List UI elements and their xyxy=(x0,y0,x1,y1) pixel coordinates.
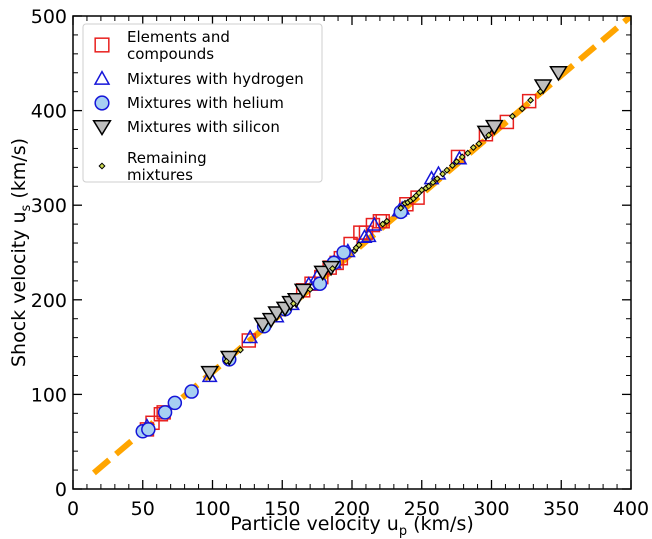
mixtures-with-helium-point xyxy=(184,384,199,399)
remaining-mixtures-point xyxy=(453,158,461,166)
y-tick-label: 100 xyxy=(31,384,67,406)
mixtures-with-hydrogen-point xyxy=(366,216,383,231)
remaining-mixtures-point xyxy=(469,143,477,152)
remaining-mixtures-point xyxy=(425,182,433,190)
mixtures-with-helium-point xyxy=(312,276,328,291)
legend-label-remaining-mixtures: mixtures xyxy=(127,166,193,184)
mixtures-with-helium-point xyxy=(157,405,173,420)
x-tick-label: 50 xyxy=(131,498,155,520)
mixtures-with-hydrogen-point xyxy=(242,329,259,344)
y-axis-label: Shock velocity us (km/s) xyxy=(8,138,34,367)
x-tick-label: 150 xyxy=(264,498,300,520)
legend-label-remaining-mixtures: Remaining xyxy=(127,149,207,167)
legend-marker-mixtures-with-helium xyxy=(94,95,110,111)
x-tick-label: 250 xyxy=(404,498,440,520)
x-tick-label: 300 xyxy=(473,498,509,520)
x-tick-label: 200 xyxy=(334,498,370,520)
y-tick-label: 500 xyxy=(31,6,67,28)
legend-label-elements-and-compounds: Elements and xyxy=(127,28,230,46)
legend-label-mixtures-with-hydrogen: Mixtures with hydrogen xyxy=(127,70,304,88)
mixtures-with-silicon-point xyxy=(253,317,273,334)
x-tick-label: 0 xyxy=(67,498,79,520)
remaining-mixtures-point xyxy=(355,241,363,249)
remaining-mixtures-point xyxy=(439,170,447,178)
mixtures-with-silicon-point xyxy=(533,79,553,95)
legend-box xyxy=(82,23,323,183)
remaining-mixtures-point xyxy=(433,175,441,183)
data-points xyxy=(135,66,568,439)
elements-and-compounds-point xyxy=(521,93,537,109)
remaining-mixtures-point xyxy=(458,153,466,161)
legend-label-mixtures-with-silicon: Mixtures with silicon xyxy=(127,118,280,136)
remaining-mixtures-point xyxy=(397,204,405,212)
y-tick-label: 300 xyxy=(31,195,67,217)
remaining-mixtures-point xyxy=(518,105,526,113)
remaining-mixtures-point xyxy=(222,357,230,365)
y-tick-label: 200 xyxy=(31,290,67,312)
mixtures-with-silicon-point xyxy=(313,265,333,282)
remaining-mixtures-point xyxy=(328,265,336,273)
y-tick-label: 0 xyxy=(55,479,67,501)
mixtures-with-hydrogen-point xyxy=(360,227,377,243)
legend-marker-elements-and-compounds xyxy=(94,37,110,53)
remaining-mixtures-point xyxy=(429,178,437,187)
x-axis-label: Particle velocity up (km/s) xyxy=(230,513,474,539)
legend-marker-mixtures-with-silicon xyxy=(92,119,112,137)
remaining-mixtures-point xyxy=(527,96,535,104)
mixtures-with-helium-point xyxy=(167,395,183,411)
mixtures-with-silicon-point xyxy=(484,119,504,136)
axis-ticks: 0 50 100 150 200 250 300 350 400 0 100 200 300 400 500 xyxy=(31,6,649,520)
remaining-mixtures-point xyxy=(536,88,544,96)
remaining-mixtures-point xyxy=(464,149,472,157)
mixtures-with-helium-point xyxy=(141,422,156,437)
legend-label-mixtures-with-helium: Mixtures with helium xyxy=(127,94,284,112)
remaining-mixtures-point xyxy=(383,217,391,225)
remaining-mixtures-point xyxy=(379,220,387,228)
mixtures-with-silicon-point xyxy=(267,306,287,322)
x-tick-label: 400 xyxy=(613,498,649,520)
legend-marker-mixtures-with-hydrogen xyxy=(93,70,111,85)
remaining-mixtures-point xyxy=(289,300,297,308)
remaining-mixtures-point xyxy=(485,131,493,139)
remaining-mixtures-point xyxy=(236,346,244,354)
legend-label-elements-and-compounds: compounds xyxy=(127,45,214,63)
x-tick-label: 100 xyxy=(194,498,230,520)
mixtures-with-silicon-point xyxy=(293,283,313,299)
legend-marker-remaining-mixtures xyxy=(98,162,106,170)
mixtures-with-silicon-point xyxy=(219,350,239,367)
mixtures-with-hydrogen-point xyxy=(356,228,373,244)
remaining-mixtures-point xyxy=(448,161,456,169)
remaining-mixtures-point xyxy=(508,112,516,120)
remaining-mixtures-point xyxy=(443,166,451,174)
mixtures-with-silicon-point xyxy=(286,293,306,309)
mixtures-with-helium-point xyxy=(336,245,351,260)
x-tick-label: 350 xyxy=(543,498,579,520)
remaining-mixtures-point xyxy=(475,140,483,148)
mixtures-with-silicon-point xyxy=(549,66,568,82)
mixtures-with-silicon-point xyxy=(200,365,220,382)
plot-area-frame xyxy=(72,15,632,490)
remaining-mixtures-point xyxy=(306,285,314,293)
y-tick-label: 400 xyxy=(31,101,67,123)
